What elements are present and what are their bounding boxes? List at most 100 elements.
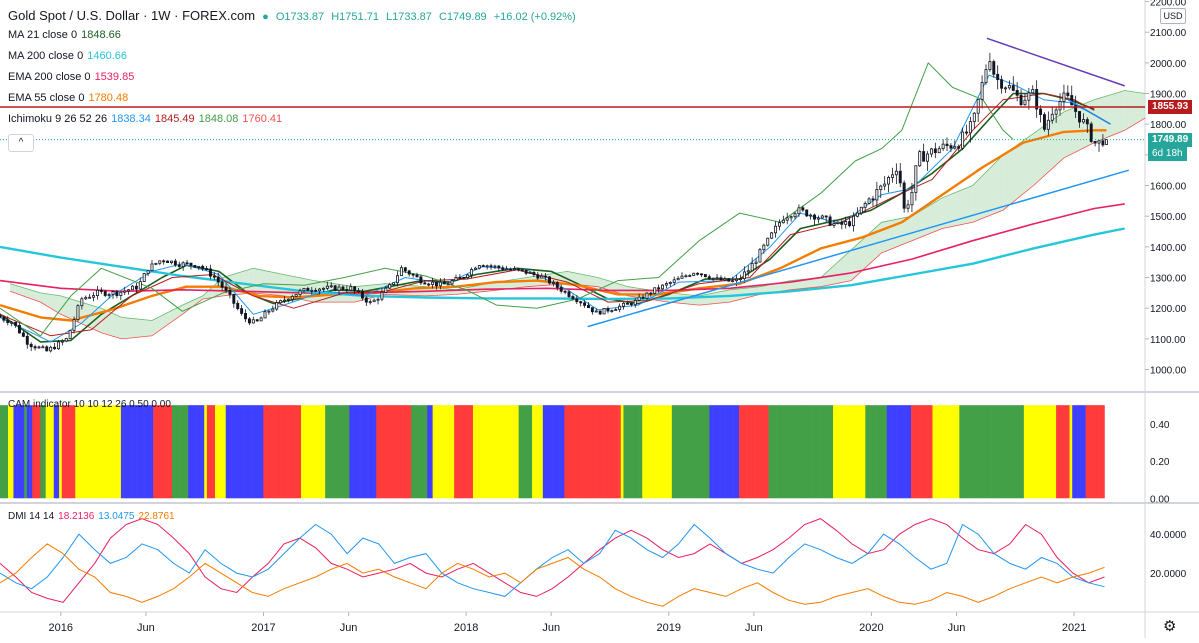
overlay-line (0, 62, 1014, 337)
cam-bar (720, 405, 724, 499)
cam-bar (322, 405, 326, 499)
cam-bar (432, 405, 436, 499)
collapse-legend-button[interactable]: ^ (8, 134, 34, 152)
cam-bar (704, 405, 708, 499)
legend-row[interactable]: EMA 200 close 0 1539.85 (8, 71, 138, 83)
legend-value: 1848.66 (81, 29, 121, 41)
dmi-legend[interactable]: DMI 14 14 18.2136 13.0475 22.8761 (8, 511, 179, 522)
cam-bar (1074, 405, 1078, 499)
cam-bar (1013, 405, 1017, 499)
legend-row[interactable]: MA 21 close 0 1848.66 (8, 29, 125, 41)
cam-bar (833, 405, 837, 499)
candle-body (485, 265, 489, 268)
currency-label[interactable]: USD (1160, 8, 1186, 24)
cam-bar (239, 405, 243, 499)
cam-bar (534, 405, 538, 499)
cam-bar (263, 405, 267, 499)
cam-bar (188, 405, 192, 499)
cam-bar (467, 405, 471, 499)
ichimoku-cloud-segment (1033, 111, 1064, 186)
cam-bar (29, 405, 33, 499)
cam-bar (572, 405, 576, 499)
ichimoku-span-a (9, 90, 1146, 321)
cam-bar (88, 405, 92, 499)
cam-bar (389, 405, 393, 499)
cam-bar (53, 405, 57, 499)
candle-body (661, 284, 664, 290)
cam-bar (126, 405, 130, 499)
ichimoku-cloud-segment (40, 292, 61, 315)
legend-row[interactable]: Ichimoku 9 26 52 26 1838.34 1845.49 1848.08… (8, 113, 286, 125)
cam-bar (537, 405, 541, 499)
candle-body (1015, 90, 1019, 96)
legend-row[interactable]: MA 200 close 0 1460.66 (8, 50, 131, 62)
candle-body (18, 325, 21, 334)
ichimoku-cloud-segment (182, 295, 203, 315)
cam-bar (497, 405, 501, 499)
candle-body (146, 270, 150, 274)
cam-legend[interactable]: CAM indicator 10 10 12 26 0.50 0.00 (8, 399, 175, 410)
candle-body (232, 294, 236, 304)
cam-bar (975, 405, 979, 499)
cam-bar (72, 405, 76, 499)
candle-body (1019, 94, 1023, 106)
cam-tick-label: 0.40 (1150, 420, 1170, 431)
cam-bar (935, 405, 939, 499)
cam-bar (225, 405, 229, 499)
candle-body (625, 302, 629, 305)
cam-bar (612, 405, 616, 499)
candle-body (1085, 119, 1089, 125)
cam-bar (784, 405, 788, 499)
cam-bar (341, 405, 345, 499)
cam-bar (550, 405, 554, 499)
cam-bar (803, 405, 807, 499)
cam-bar (37, 405, 41, 499)
cam-bar (787, 405, 791, 499)
gear-icon[interactable]: ⚙ (1163, 618, 1177, 635)
candle-body (742, 271, 746, 280)
cam-bar (220, 405, 224, 499)
cam-bar (448, 405, 452, 499)
candle-body (1089, 123, 1093, 142)
cam-bar (421, 405, 425, 499)
cam-bar (1096, 405, 1100, 499)
candle-body (1004, 87, 1007, 90)
cam-bar (698, 405, 702, 499)
cam-bar (644, 405, 648, 499)
candle-body (653, 287, 657, 294)
cam-bar (1026, 405, 1030, 499)
cam-bar (384, 405, 388, 499)
cam-bar (416, 405, 420, 499)
cam-bar (752, 405, 756, 499)
cam-bar (569, 405, 573, 499)
market-status-icon: ● (262, 11, 269, 23)
candle-body (131, 285, 134, 291)
legend-value: 1845.49 (154, 113, 195, 125)
cam-bar (835, 405, 839, 499)
cam-bar (733, 405, 737, 499)
candle-body (512, 268, 516, 271)
candle-body (353, 286, 357, 292)
candle-body (1093, 141, 1097, 144)
candle-body (711, 277, 715, 280)
cam-bar (2, 405, 6, 499)
cam-bar (876, 405, 880, 499)
candle-body (785, 217, 789, 221)
candle-body (306, 288, 310, 292)
cam-bar (1034, 405, 1038, 499)
candle-body (49, 346, 53, 352)
cam-bar (174, 405, 178, 499)
symbol-title[interactable]: Gold Spot / U.S. Dollar · 1W · FOREX.com (8, 8, 256, 23)
candle-body (567, 291, 571, 297)
candle-body (789, 216, 793, 219)
cam-bar (561, 405, 565, 499)
candle-body (29, 343, 33, 348)
bar-countdown-tag: 6d 18h (1148, 146, 1187, 161)
cam-bar (317, 405, 321, 499)
cam-bar (763, 405, 767, 499)
candle-body (76, 305, 80, 321)
candle-body (247, 318, 251, 324)
legend-row[interactable]: EMA 55 close 0 1780.48 (8, 92, 132, 104)
cam-bar (717, 405, 721, 499)
cam-bar (725, 405, 729, 499)
